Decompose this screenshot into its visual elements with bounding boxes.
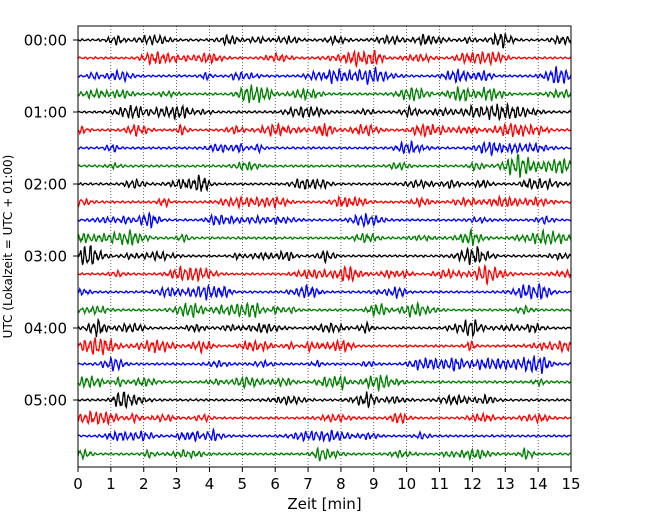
seismic-trace xyxy=(77,427,572,443)
x-tick-label: 14 xyxy=(529,475,548,493)
seismic-trace xyxy=(77,282,572,301)
seismic-trace xyxy=(77,245,572,266)
y-tick-label: 05:00 xyxy=(24,392,67,410)
seismic-trace xyxy=(77,211,572,229)
seismic-trace xyxy=(77,174,572,193)
seismic-trace xyxy=(77,121,572,139)
seismic-trace xyxy=(77,139,572,157)
seismic-trace xyxy=(77,101,572,122)
x-tick-label: 0 xyxy=(73,475,83,493)
y-axis-ticks: 00:00 01:00 02:00 03:00 04:00 05:00 xyxy=(24,32,78,410)
seismic-trace xyxy=(77,49,572,69)
seismic-trace xyxy=(77,264,572,286)
seismic-trace xyxy=(77,227,572,247)
x-tick-label: 8 xyxy=(336,475,346,493)
x-tick-label: 13 xyxy=(496,475,515,493)
x-tick-label: 1 xyxy=(106,475,116,493)
y-tick-label: 04:00 xyxy=(24,320,67,338)
seismic-trace xyxy=(77,410,572,426)
seismic-trace xyxy=(77,194,572,210)
seismic-trace xyxy=(77,446,572,462)
seismic-trace xyxy=(77,153,572,178)
plot-frame xyxy=(77,25,572,468)
seismic-trace xyxy=(77,300,572,319)
seismic-trace xyxy=(77,31,572,49)
x-tick-label: 2 xyxy=(139,475,149,493)
x-tick-label: 6 xyxy=(270,475,280,493)
x-tick-label: 9 xyxy=(369,475,379,493)
trace-series xyxy=(77,31,572,462)
x-tick-label: 7 xyxy=(303,475,313,493)
y-tick-label: 03:00 xyxy=(24,248,67,266)
y-axis-title: UTC (Lokalzeit = UTC + 01:00) xyxy=(1,155,15,339)
x-tick-label: 4 xyxy=(205,475,215,493)
seismic-trace xyxy=(77,84,572,104)
seismic-trace xyxy=(77,391,572,410)
seismic-trace xyxy=(77,65,572,85)
y-tick-label: 00:00 xyxy=(24,32,67,50)
seismic-trace xyxy=(77,355,572,374)
x-tick-label: 5 xyxy=(238,475,248,493)
y-tick-label: 01:00 xyxy=(24,104,67,122)
x-tick-label: 15 xyxy=(561,475,580,493)
x-tick-label: 3 xyxy=(172,475,182,493)
seismic-trace xyxy=(77,373,572,393)
x-axis-ticks: 0 1 2 3 4 5 6 7 8 9 10 11 12 13 14 15 xyxy=(73,467,581,493)
seismic-trace xyxy=(77,317,572,338)
x-tick-label: 11 xyxy=(430,475,449,493)
x-tick-label: 10 xyxy=(397,475,416,493)
x-tick-label: 12 xyxy=(463,475,482,493)
x-axis-title: Zeit [min] xyxy=(287,495,361,513)
seismic-trace xyxy=(77,337,572,356)
y-tick-label: 02:00 xyxy=(24,176,67,194)
